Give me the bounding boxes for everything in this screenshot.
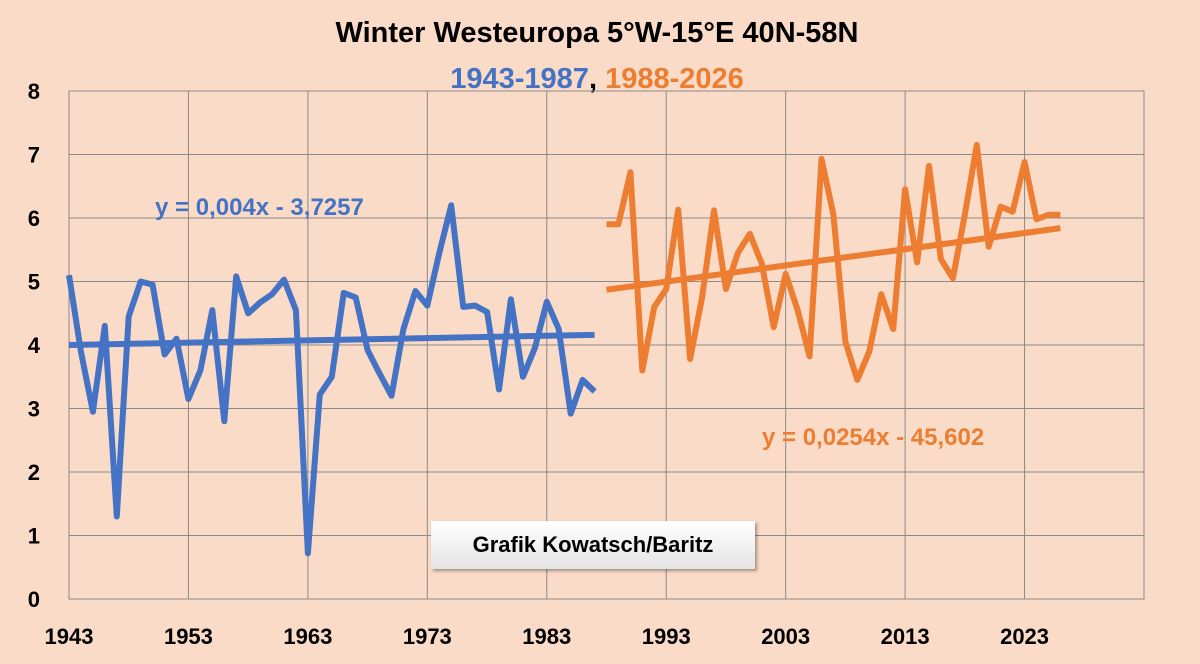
x-tick-label-1953: 1953 — [164, 624, 213, 649]
trendline-equation-1988-2026: y = 0,0254x - 45,602 — [762, 424, 984, 451]
y-tick-label-3: 3 — [28, 397, 40, 422]
x-tick-label-1963: 1963 — [283, 624, 332, 649]
subtitle-part-1: , — [589, 63, 605, 95]
subtitle-part-0: 1943-1987 — [450, 63, 589, 95]
x-tick-label-1943: 1943 — [45, 624, 94, 649]
x-tick-label-2023: 2023 — [1000, 624, 1049, 649]
y-tick-label-2: 2 — [28, 460, 40, 485]
x-tick-label-1973: 1973 — [403, 624, 452, 649]
x-tick-label-2013: 2013 — [881, 624, 930, 649]
gridlines — [69, 91, 1144, 599]
y-tick-label-8: 8 — [28, 79, 40, 104]
series-line-1988-2026 — [606, 142, 1061, 383]
chart-title: Winter Westeuropa 5°W-15°E 40N-58N — [335, 17, 858, 49]
x-axis-tick-labels: 1943 1953 1963 1973 1983 1993 2003 2013 2023 — [45, 624, 1050, 649]
y-tick-label-0: 0 — [28, 587, 40, 612]
y-tick-label-4: 4 — [28, 333, 41, 358]
y-tick-label-7: 7 — [28, 143, 40, 168]
series-line-1943-1987 — [66, 202, 597, 557]
y-tick-label-1: 1 — [28, 524, 40, 549]
y-axis-tick-labels: 0 1 2 3 4 5 6 7 8 — [28, 79, 41, 612]
credit-label: Grafik Kowatsch/Baritz — [431, 521, 755, 569]
chart-subtitle: 1943-1987, 1988-2026 — [450, 63, 744, 95]
x-tick-label-1993: 1993 — [642, 624, 691, 649]
y-tick-label-5: 5 — [28, 270, 40, 295]
x-tick-label-2003: 2003 — [761, 624, 810, 649]
y-tick-label-6: 6 — [28, 206, 40, 231]
x-tick-label-1983: 1983 — [522, 624, 571, 649]
data-series — [66, 142, 1061, 557]
subtitle-part-2: 1988-2026 — [605, 63, 744, 95]
trendline-equation-1943-1987: y = 0,004x - 3,7257 — [155, 194, 364, 221]
